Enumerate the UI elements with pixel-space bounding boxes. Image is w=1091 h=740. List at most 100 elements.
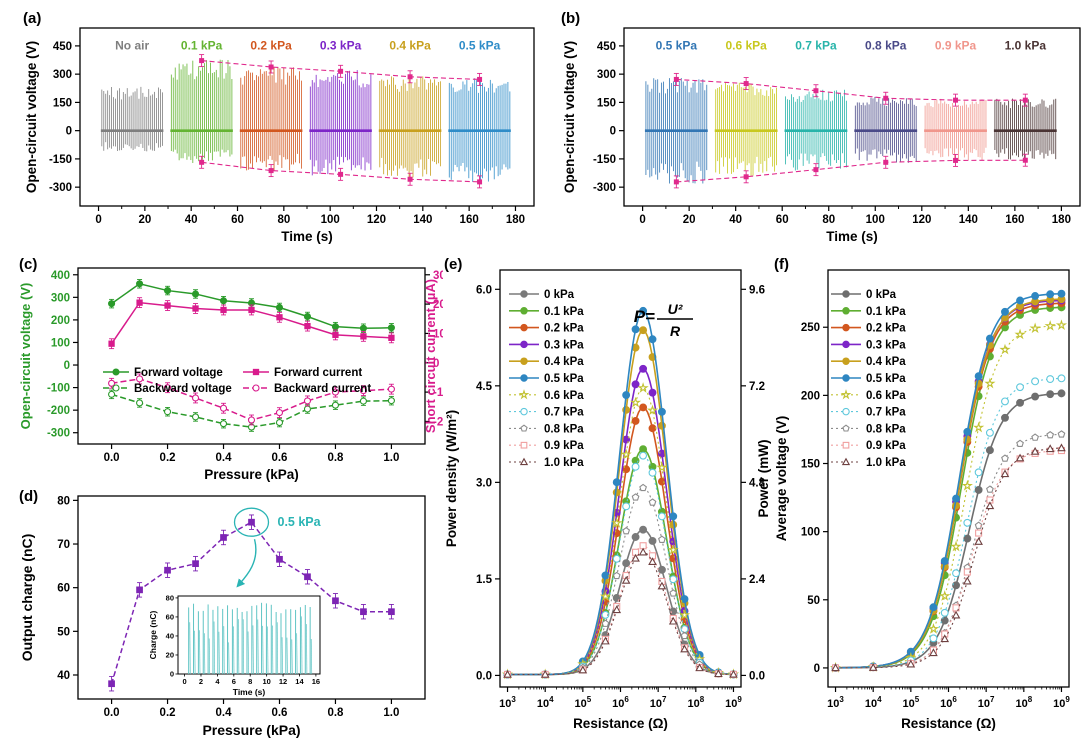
panel-tag-e: (e) — [444, 256, 463, 273]
svg-text:0.5 kPa: 0.5 kPa — [544, 373, 584, 385]
svg-text:160: 160 — [1005, 214, 1024, 226]
svg-text:60: 60 — [166, 612, 174, 621]
segment-0-6-kPa — [714, 82, 778, 177]
svg-text:300: 300 — [597, 69, 616, 81]
svg-text:R: R — [670, 323, 681, 339]
svg-text:0.4 kPa: 0.4 kPa — [544, 356, 584, 368]
svg-text:150: 150 — [53, 97, 72, 109]
svg-text:0.3 kPa: 0.3 kPa — [866, 339, 906, 351]
svg-text:0.1 kPa: 0.1 kPa — [544, 306, 584, 318]
svg-text:50: 50 — [807, 595, 820, 607]
svg-text:14: 14 — [295, 677, 304, 686]
svg-text:50: 50 — [57, 626, 70, 638]
panel-tag-b: (b) — [561, 10, 581, 27]
svg-text:-100: -100 — [47, 383, 70, 395]
svg-text:0.6 kPa: 0.6 kPa — [544, 390, 584, 402]
svg-text:180: 180 — [506, 214, 525, 226]
svg-text:Open-circuit voltage (V): Open-circuit voltage (V) — [24, 41, 39, 193]
svg-text:40: 40 — [729, 214, 742, 226]
panel-tag-c: (c) — [19, 256, 38, 273]
svg-text:60: 60 — [776, 214, 789, 226]
svg-text:2.4: 2.4 — [749, 574, 766, 586]
svg-text:0.8 kPa: 0.8 kPa — [544, 423, 584, 435]
svg-text:0.9 kPa: 0.9 kPa — [544, 440, 584, 452]
segment-1-0-kPa — [993, 98, 1057, 161]
series-1-0-kpa — [503, 547, 738, 678]
svg-text:180: 180 — [1052, 214, 1071, 226]
svg-text:0.7 kPa: 0.7 kPa — [795, 39, 837, 53]
segment-0-2-kPa — [239, 66, 303, 171]
svg-text:1.0 kPa: 1.0 kPa — [1005, 39, 1047, 53]
svg-text:Power (mW): Power (mW) — [756, 439, 771, 517]
panel-tag-f: (f) — [774, 256, 789, 273]
svg-text:0.6: 0.6 — [271, 707, 287, 719]
panel-tag-a: (a) — [23, 10, 42, 27]
svg-text:0: 0 — [170, 670, 174, 679]
svg-text:0.6 kPa: 0.6 kPa — [725, 39, 767, 53]
segment-0-7-kPa — [784, 89, 848, 171]
panel-a: (a) 0 20 40 60 80 100 120 140 160 180 -300 -150 0 150… — [22, 6, 546, 252]
panel-b: (b) 0 20 40 60 80 100 120 140 160 180 -300 -150 0 150… — [560, 6, 1088, 252]
svg-text:400: 400 — [51, 270, 70, 282]
svg-text:100: 100 — [866, 214, 885, 226]
panel-c: (c) 0.0 0.2 0.4 0.6 0.8 1.0 -300 -200 -100 0 100 20… — [18, 252, 450, 484]
svg-text:-150: -150 — [593, 154, 616, 166]
svg-text:1.0 kPa: 1.0 kPa — [544, 457, 584, 469]
svg-text:9.6: 9.6 — [749, 284, 765, 296]
svg-text:100: 100 — [51, 337, 70, 349]
svg-text:0.4 kPa: 0.4 kPa — [389, 39, 431, 53]
panel-f: (f) 103 104 105 106 107 108 109 Resistance (Ω) 0… — [773, 252, 1089, 740]
svg-text:0.2: 0.2 — [160, 707, 176, 719]
panel-b-chart: 0 20 40 60 80 100 120 140 160 180 -300 -150 0 150 300 4… — [562, 27, 1081, 244]
panel-tag-d: (d) — [19, 488, 39, 505]
svg-text:Open-circuit voltage (V): Open-circuit voltage (V) — [18, 283, 33, 430]
svg-text:8: 8 — [248, 677, 252, 686]
svg-text:0: 0 — [64, 360, 70, 372]
svg-text:No air: No air — [115, 39, 149, 53]
segment-0-3-kPa — [309, 70, 372, 176]
svg-text:103: 103 — [499, 695, 516, 710]
svg-text:0.6: 0.6 — [271, 452, 287, 464]
segment-0-9-kPa — [924, 98, 987, 161]
svg-text:70: 70 — [57, 539, 70, 551]
segment-0-4-kPa — [378, 76, 442, 180]
svg-text:100: 100 — [321, 214, 340, 226]
svg-text:0.5 kPa: 0.5 kPa — [866, 373, 906, 385]
svg-text:2: 2 — [199, 677, 203, 686]
svg-text:Output charge (nC): Output charge (nC) — [19, 534, 35, 662]
svg-text:0.1 kPa: 0.1 kPa — [866, 306, 906, 318]
segment-0-8-kPa — [854, 96, 918, 163]
series-forward-voltage — [108, 279, 395, 333]
svg-text:0: 0 — [433, 358, 439, 370]
svg-text:20: 20 — [433, 299, 443, 311]
svg-text:-300: -300 — [593, 182, 616, 194]
panel-f-chart: 103 104 105 106 107 108 109 Resistance (Ω) 0 50 10… — [774, 269, 1070, 731]
svg-text:80: 80 — [57, 495, 70, 507]
segment-0-5-kPa — [644, 77, 708, 184]
svg-text:0.0: 0.0 — [749, 670, 765, 682]
svg-text:Forward current: Forward current — [274, 367, 362, 379]
panel-e-chart: 103 104 105 106 107 108 109 Resistance (Ω) 0.0 1.… — [444, 269, 771, 731]
svg-text:60: 60 — [57, 583, 70, 595]
svg-text:20: 20 — [166, 650, 174, 659]
svg-text:1.0 kPa: 1.0 kPa — [866, 457, 906, 469]
svg-text:80: 80 — [166, 593, 174, 602]
svg-text:30: 30 — [433, 270, 443, 282]
svg-text:Time (s): Time (s) — [281, 229, 333, 244]
svg-text:0.8: 0.8 — [327, 452, 344, 464]
svg-text:0.4: 0.4 — [216, 707, 233, 719]
svg-text:60: 60 — [231, 214, 244, 226]
svg-text:Pressure (kPa): Pressure (kPa) — [204, 467, 299, 482]
svg-text:Pressure (kPa): Pressure (kPa) — [202, 722, 300, 738]
svg-text:Power density (W/m²): Power density (W/m²) — [444, 410, 459, 547]
svg-text:0.5 kPa: 0.5 kPa — [656, 39, 698, 53]
svg-text:Charge (nC): Charge (nC) — [148, 611, 158, 660]
svg-text:103: 103 — [827, 695, 844, 710]
svg-text:-200: -200 — [47, 405, 70, 417]
svg-text:Resistance (Ω): Resistance (Ω) — [901, 716, 996, 731]
svg-text:12: 12 — [279, 677, 287, 686]
svg-text:0.7 kPa: 0.7 kPa — [866, 407, 906, 419]
segment-No-air — [100, 86, 164, 152]
svg-text:0.2 kPa: 0.2 kPa — [250, 39, 292, 53]
